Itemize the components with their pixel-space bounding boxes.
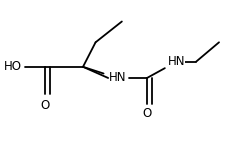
Text: HN: HN bbox=[167, 55, 185, 68]
Text: O: O bbox=[142, 107, 151, 120]
Text: HN: HN bbox=[108, 71, 125, 84]
Text: HO: HO bbox=[4, 60, 22, 73]
Text: O: O bbox=[41, 99, 50, 112]
